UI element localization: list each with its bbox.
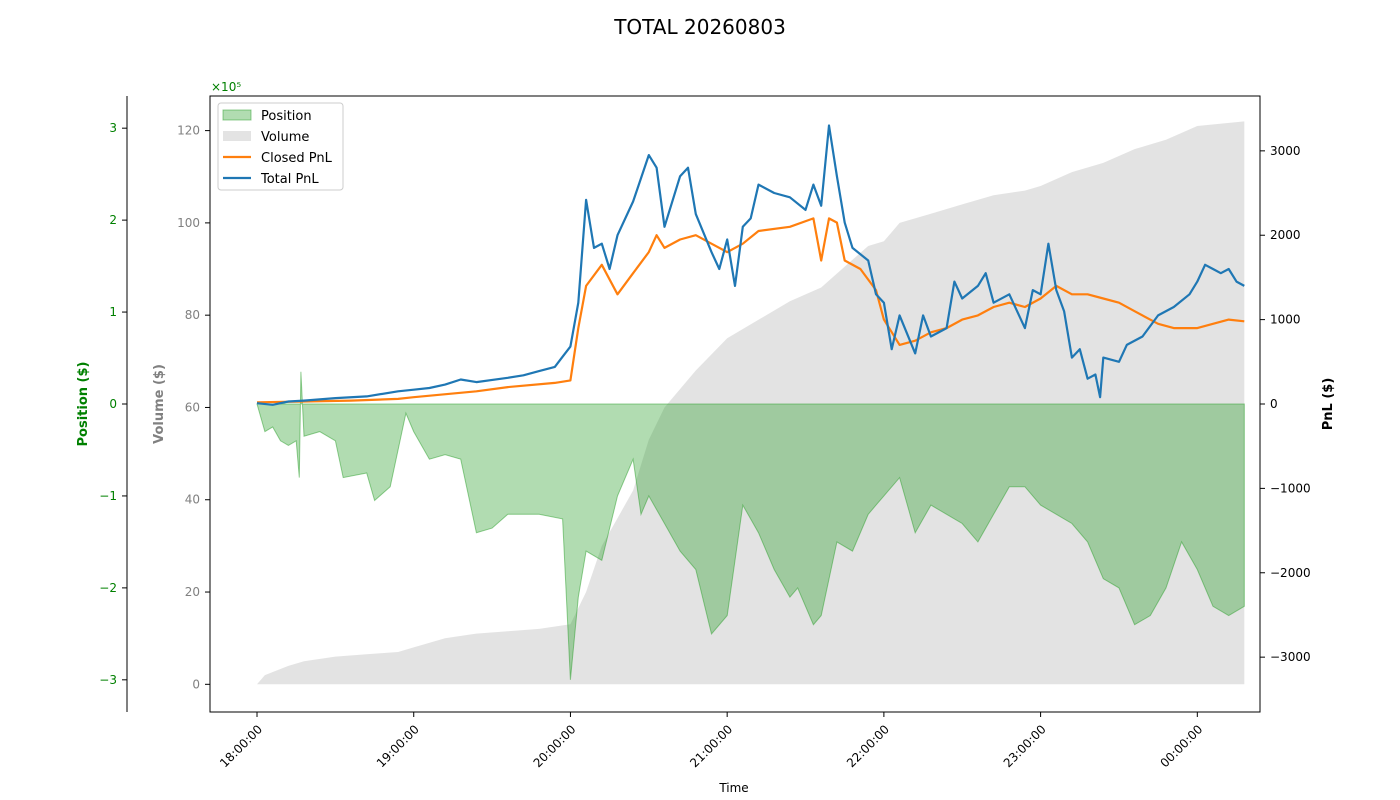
position-tick-label: 3 — [109, 121, 117, 135]
position-axis: −3 −2 −1 0 1 2 3 Position ($) ×10⁵ — [76, 80, 241, 712]
pnl-tick-label: 3000 — [1270, 144, 1301, 158]
legend-swatch — [222, 109, 252, 121]
closed-pnl-line — [256, 217, 1245, 404]
position-tick-label: −3 — [99, 673, 117, 687]
position-tick-label: 2 — [109, 213, 117, 227]
x-tick-label: 00:00:00 — [1157, 722, 1205, 770]
volume-area — [257, 121, 1245, 685]
legend-label: Position — [261, 109, 312, 124]
position-axis-label: Position ($) — [76, 362, 91, 447]
position-area — [256, 371, 1245, 680]
pnl-tick-label: −2000 — [1270, 566, 1311, 580]
legend-box — [217, 102, 344, 191]
x-tick-label: 21:00:00 — [687, 722, 735, 770]
pnl-axis-label: PnL ($) — [1321, 378, 1336, 431]
pnl-tick-label: 1000 — [1270, 313, 1301, 327]
volume-tick-label: 60 — [185, 400, 200, 414]
volume-tick-label: 0 — [192, 677, 200, 691]
x-tick-label: 20:00:00 — [531, 722, 579, 770]
legend: Position Volume Closed PnL Total PnL — [217, 102, 344, 191]
volume-tick-label: 80 — [185, 308, 200, 322]
legend-label: Volume — [261, 130, 309, 145]
position-tick-label: −1 — [99, 489, 117, 503]
x-axis-label: Time — [718, 781, 748, 795]
pnl-tick-label: 2000 — [1270, 228, 1301, 242]
x-tick-label: 18:00:00 — [217, 722, 265, 770]
chart-title: TOTAL 20260803 — [613, 15, 786, 39]
volume-tick-label: 20 — [185, 585, 200, 599]
legend-label: Total PnL — [260, 172, 319, 187]
volume-tick-label: 100 — [177, 216, 200, 230]
position-tick-label: 1 — [109, 305, 117, 319]
position-tick-label: −2 — [99, 581, 117, 595]
legend-swatch — [223, 131, 251, 141]
pnl-tick-label: −3000 — [1270, 650, 1311, 664]
pnl-tick-label: −1000 — [1270, 481, 1311, 495]
volume-tick-label: 40 — [185, 493, 200, 507]
pnl-tick-label: 0 — [1270, 397, 1278, 411]
volume-tick-label: 120 — [177, 124, 200, 138]
volume-axis-label: Volume ($) — [152, 364, 167, 444]
x-tick-label: 22:00:00 — [844, 722, 892, 770]
legend-label: Closed PnL — [261, 151, 333, 166]
x-tick-label: 23:00:00 — [1001, 722, 1049, 770]
series-group — [256, 121, 1245, 685]
volume-axis: 0 20 40 60 80 100 120 Volume ($) — [152, 124, 210, 691]
position-tick-label: 0 — [109, 397, 117, 411]
pnl-axis: −3000 −2000 −1000 0 1000 2000 3000 PnL ($) — [1260, 144, 1336, 664]
position-multiplier: ×10⁵ — [211, 80, 241, 94]
total-pnl-line — [256, 124, 1245, 406]
plot-area — [256, 121, 1245, 685]
x-tick-label: 19:00:00 — [374, 722, 422, 770]
x-axis: 18:00:00 19:00:00 20:00:00 21:00:00 22:00:00… — [217, 712, 1205, 795]
